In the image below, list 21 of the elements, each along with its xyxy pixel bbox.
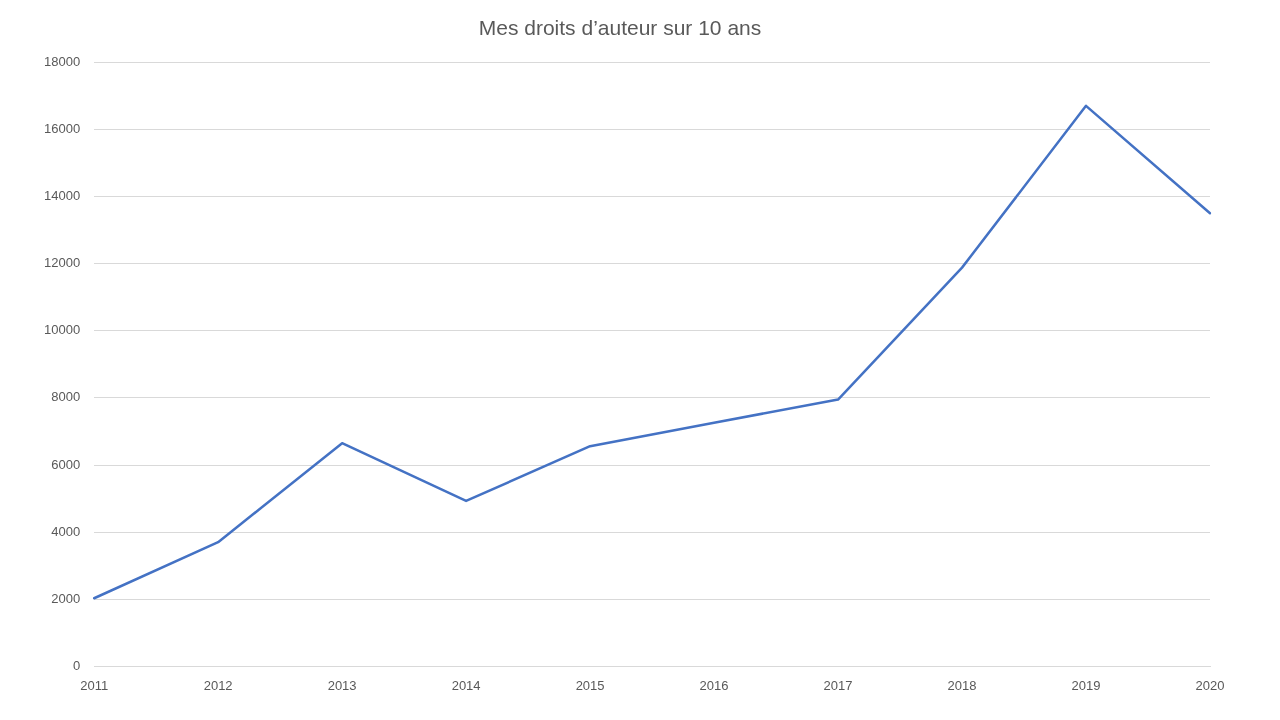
y-tick-label: 2000 [51,590,81,606]
chart-title: Mes droits d’auteur sur 10 ans [478,16,762,40]
y-tick-label: 8000 [51,389,81,405]
x-tick-label: 2014 [451,677,481,693]
y-tick-label: 16000 [43,120,81,136]
y-tick-label: 6000 [51,456,81,472]
x-tick-label: 2016 [699,677,729,693]
x-tick-label: 2015 [575,677,605,693]
y-tick-label: 14000 [43,188,81,204]
y-tick-label: 4000 [51,523,81,539]
y-tick-label: 0 [72,657,81,673]
x-tick-label: 2017 [823,677,853,693]
x-tick-label: 2018 [947,677,977,693]
x-tick-label: 2012 [203,677,233,693]
y-tick-label: 18000 [43,53,81,69]
y-tick-label: 10000 [43,322,81,338]
x-tick-label: 2020 [1195,677,1225,693]
x-tick-label: 2011 [80,677,109,693]
y-tick-label: 12000 [43,255,81,271]
x-tick-label: 2019 [1071,677,1101,693]
x-tick-label: 2013 [327,677,357,693]
